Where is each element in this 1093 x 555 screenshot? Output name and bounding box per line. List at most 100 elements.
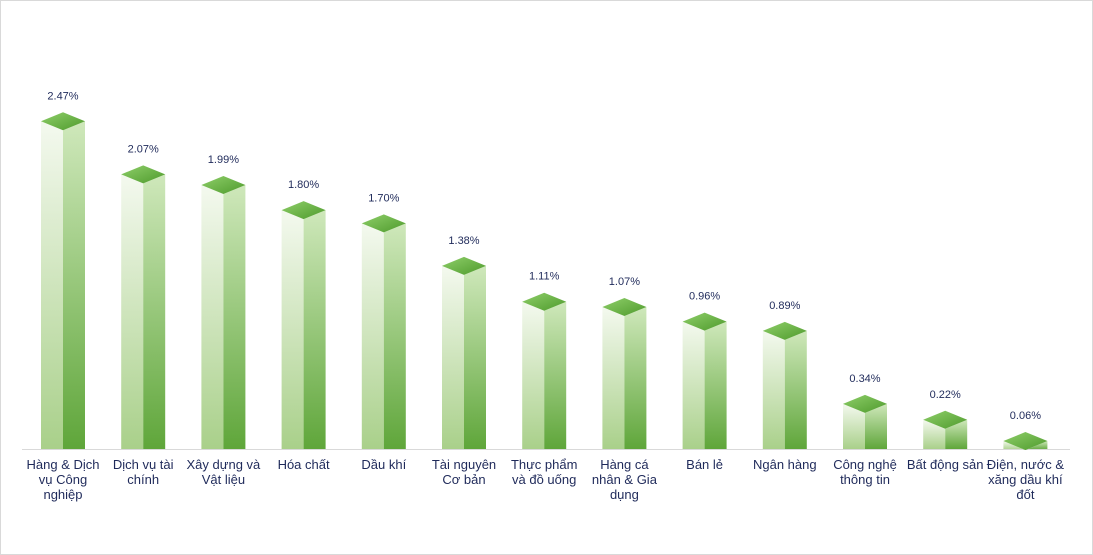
bar-front-face	[602, 307, 625, 449]
value-label: 1.11%	[529, 271, 560, 283]
bar-side-face	[704, 321, 727, 449]
category-label: Xây dựng và Vật liệu	[187, 457, 262, 487]
value-label: 1.38%	[448, 235, 479, 247]
bar-front-face	[281, 210, 304, 449]
category-label-line: Công nghệ	[833, 457, 897, 472]
value-label: 0.89%	[769, 300, 800, 312]
bar-front-face	[762, 330, 785, 449]
category-label-line: Vật liệu	[202, 472, 245, 487]
bar-front-face	[121, 174, 144, 450]
value-label: 1.99%	[208, 154, 239, 166]
bar-side-face	[223, 184, 246, 449]
value-label: 0.34%	[849, 373, 880, 385]
category-label-line: Hàng & Dịch	[27, 457, 100, 472]
category-label-line: và đồ uống	[512, 472, 576, 487]
category-label-line: xăng dầu khí	[988, 472, 1063, 487]
bar-top-face	[201, 175, 246, 194]
bar	[682, 312, 727, 449]
bar	[442, 256, 486, 449]
category-label-line: Xây dựng và	[187, 457, 262, 472]
category-label: Tài nguyên Cơ bản	[432, 457, 496, 487]
bar-front-face	[682, 321, 705, 449]
bar	[281, 201, 326, 449]
category-label-line: Tài nguyên	[432, 457, 496, 472]
bars-group	[41, 112, 1048, 451]
bar-side-face	[383, 223, 406, 449]
bar	[843, 394, 887, 449]
bar-front-face	[843, 403, 865, 449]
bar-top-face	[923, 410, 968, 429]
category-label: Dầu khí	[361, 457, 406, 472]
category-label-line: Dịch vụ tài	[113, 457, 174, 472]
bar	[41, 112, 85, 449]
bar-front-face	[41, 121, 63, 449]
category-label: Thực phẩm và đồ uống	[511, 457, 578, 487]
category-label-line: Hóa chất	[278, 457, 330, 472]
value-label: 1.80%	[288, 179, 319, 191]
category-label: Công nghệ thông tin	[833, 457, 897, 487]
bar	[1003, 432, 1048, 451]
bar-top-face	[442, 256, 486, 275]
category-label-line: nghiệp	[43, 487, 82, 502]
labels-group: 2.47% Hàng & Dịch vụ Công nghiệp 2.07% Dịch v…	[27, 90, 1065, 502]
bar	[201, 175, 246, 449]
bar-top-face	[843, 394, 887, 413]
bar-side-face	[464, 265, 486, 449]
bar	[361, 214, 406, 449]
bar-side-face	[784, 330, 807, 449]
value-label: 0.22%	[930, 389, 961, 401]
bar	[923, 410, 968, 449]
category-label-line: thông tin	[840, 472, 890, 487]
category-label-line: Bất động sản	[907, 457, 984, 472]
category-label-line: Ngân hàng	[753, 457, 817, 472]
category-label: Điện, nước & xăng dầu khí đốt	[987, 457, 1065, 502]
bar-front-face	[361, 223, 384, 449]
bar-top-face	[41, 112, 85, 131]
value-label: 2.47%	[47, 90, 78, 102]
bar-side-face	[544, 301, 567, 449]
category-label-line: Hàng cá	[600, 457, 649, 472]
category-label: Bán lẻ	[686, 457, 723, 472]
bar	[762, 321, 807, 449]
bar-top-face	[361, 214, 406, 233]
bar	[522, 292, 567, 449]
bar-front-face	[923, 419, 946, 449]
category-label-line: Thực phẩm	[511, 457, 578, 472]
value-label: 1.70%	[368, 192, 399, 204]
value-label: 0.96%	[689, 291, 720, 303]
bar-side-face	[63, 121, 85, 449]
category-label: Dịch vụ tài chính	[113, 457, 174, 487]
bar-side-face	[945, 419, 968, 449]
category-label-line: Bán lẻ	[686, 457, 723, 472]
bar-front-face	[442, 265, 464, 449]
bar-front-face	[201, 184, 224, 449]
category-label: Bất động sản	[907, 457, 984, 472]
category-label-line: Dầu khí	[361, 457, 406, 472]
category-label-line: nhân & Gia	[592, 472, 658, 487]
category-label-line: đốt	[1016, 487, 1034, 502]
category-label-line: chính	[127, 472, 159, 487]
category-label: Ngân hàng	[753, 457, 817, 472]
bar	[602, 298, 647, 449]
category-label: Hóa chất	[278, 457, 330, 472]
category-label-line: dụng	[610, 487, 639, 502]
value-label: 2.07%	[128, 143, 159, 155]
bar	[121, 165, 166, 450]
bar-side-face	[143, 174, 166, 450]
bar-top-face	[602, 298, 647, 317]
bar-side-face	[303, 210, 326, 449]
category-label: Hàng cá nhân & Gia dụng	[592, 457, 658, 502]
bar-side-face	[865, 403, 887, 449]
bar-top-face	[121, 165, 166, 184]
category-label-line: Điện, nước &	[987, 457, 1065, 472]
value-label: 1.07%	[609, 276, 640, 288]
bar-top-face	[1003, 432, 1048, 451]
category-label-line: Cơ bản	[442, 472, 485, 487]
bar-side-face	[624, 307, 647, 449]
category-label-line: vụ Công	[39, 472, 87, 487]
bar-top-face	[762, 321, 807, 340]
bar-top-face	[682, 312, 727, 331]
value-label: 0.06%	[1010, 410, 1041, 422]
bar-top-face	[522, 292, 567, 311]
